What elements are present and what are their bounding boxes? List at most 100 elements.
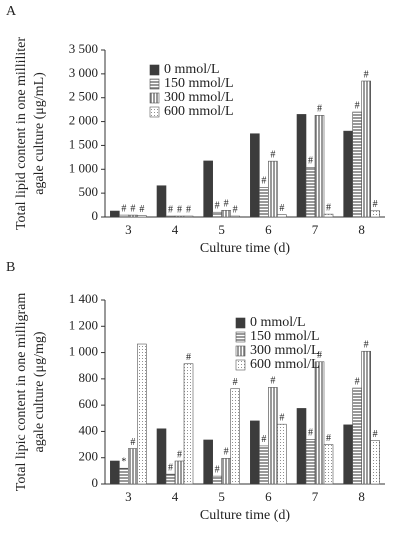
significance-marker: # <box>261 434 266 445</box>
significance-marker: # <box>317 350 322 361</box>
bar <box>296 408 307 485</box>
bar <box>203 160 213 218</box>
significance-marker: # <box>326 202 331 213</box>
y-tick-label: 2 000 <box>69 113 98 128</box>
bar <box>119 467 129 485</box>
x-axis-label: Culture time (d) <box>200 508 291 523</box>
bar <box>250 133 260 218</box>
y-tick-label: 1 400 <box>69 291 98 306</box>
bar <box>128 214 138 218</box>
legend-swatch <box>235 359 246 371</box>
y-axis-label: agale culture (μg/mg) <box>32 331 47 452</box>
bar <box>305 167 316 218</box>
legend-swatch <box>149 106 160 118</box>
significance-marker: # <box>364 69 369 80</box>
significance-marker: # <box>215 201 220 212</box>
significance-marker: # <box>224 447 229 458</box>
bar <box>259 187 269 218</box>
x-tick-label: 3 <box>125 222 132 237</box>
significance-marker: # <box>317 104 322 115</box>
x-tick-label: 3 <box>125 489 132 504</box>
x-tick-label: 8 <box>358 222 365 237</box>
bar <box>268 160 278 218</box>
legend-swatch <box>149 92 160 104</box>
significance-marker: # <box>279 412 284 423</box>
legend-label: 600 mmol/L <box>164 104 234 119</box>
bar <box>323 444 334 485</box>
y-tick-label: 3 000 <box>69 65 98 80</box>
y-tick-label: 200 <box>79 449 99 464</box>
significance-marker: # <box>308 156 313 167</box>
bar <box>137 343 147 485</box>
x-tick-label: 4 <box>172 489 179 504</box>
bar <box>323 213 334 218</box>
significance-marker: # <box>261 176 266 187</box>
significance-marker: # <box>121 203 126 214</box>
bar <box>156 185 167 218</box>
legend-label: 300 mmol/L <box>164 90 234 105</box>
y-tick-label: 2 500 <box>69 89 98 104</box>
bar <box>183 363 194 485</box>
bar <box>203 439 213 485</box>
legend-swatch <box>149 64 160 76</box>
y-tick-label: 800 <box>79 370 99 385</box>
bar <box>314 361 325 485</box>
y-tick-label: 1 200 <box>69 317 98 332</box>
bar <box>370 440 380 485</box>
significance-marker: # <box>233 377 238 388</box>
significance-marker: # <box>139 204 144 215</box>
bar <box>119 214 129 218</box>
bar <box>277 214 287 218</box>
x-tick-label: 6 <box>265 489 272 504</box>
significance-marker: # <box>270 376 275 387</box>
x-tick-label: 8 <box>358 489 365 504</box>
legend-swatch <box>235 345 246 357</box>
legend-swatch <box>235 331 246 343</box>
legend-label: 150 mmol/L <box>250 329 320 344</box>
bar <box>343 424 353 485</box>
significance-marker: # <box>326 433 331 444</box>
y-tick-label: 1 000 <box>69 344 98 359</box>
y-axis-label: Total lipic content in one milligram <box>14 293 29 492</box>
significance-marker: # <box>215 464 220 475</box>
bar <box>268 387 278 485</box>
significance-marker: # <box>186 204 191 215</box>
significance-marker: # <box>355 376 360 387</box>
bar <box>174 460 185 485</box>
bar <box>259 445 269 485</box>
significance-marker: # <box>308 428 313 439</box>
panel-label: B <box>6 260 15 275</box>
legend-label: 600 mmol/L <box>250 357 320 372</box>
bar <box>277 423 287 485</box>
y-tick-label: 3 500 <box>69 41 98 56</box>
legend-label: 300 mmol/L <box>250 343 320 358</box>
y-tick-label: 400 <box>79 422 99 437</box>
bar <box>165 215 176 218</box>
x-tick-label: 5 <box>218 489 225 504</box>
significance-marker: # <box>373 199 378 210</box>
panel-label: A <box>6 4 17 19</box>
bar <box>352 111 362 218</box>
significance-marker: # <box>355 100 360 111</box>
bar <box>128 448 138 485</box>
legend-label: 0 mmol/L <box>250 315 306 330</box>
bar <box>370 210 380 218</box>
bar <box>296 114 307 218</box>
x-tick-label: 6 <box>265 222 272 237</box>
bar <box>212 475 222 485</box>
significance-marker: # <box>177 449 182 460</box>
x-tick-label: 5 <box>218 222 225 237</box>
legend-label: 0 mmol/L <box>164 62 220 77</box>
significance-marker: * <box>121 457 126 468</box>
bar <box>110 210 120 218</box>
y-tick-label: 1 000 <box>69 160 98 175</box>
significance-marker: # <box>373 429 378 440</box>
bar <box>183 215 194 218</box>
bar <box>156 428 167 485</box>
bar <box>305 439 316 485</box>
bar <box>221 458 231 485</box>
x-tick-label: 4 <box>172 222 179 237</box>
bar <box>352 387 362 485</box>
bar <box>230 215 240 218</box>
